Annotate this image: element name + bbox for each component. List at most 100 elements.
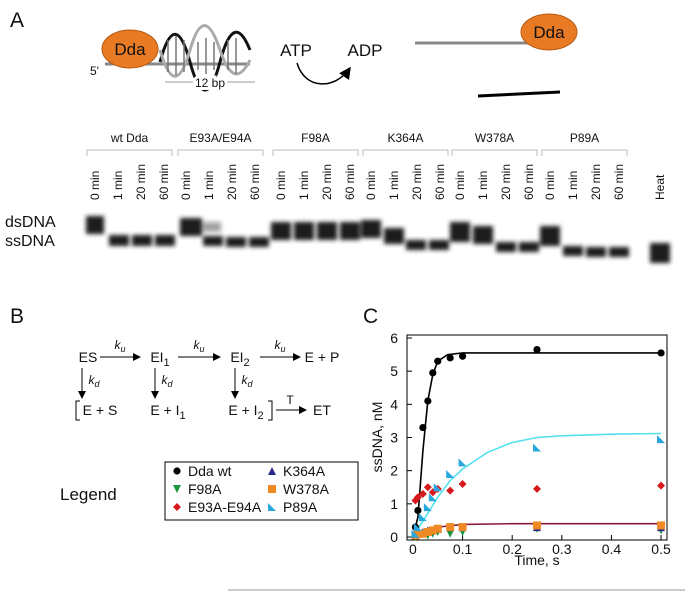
data-point bbox=[533, 521, 541, 530]
rate-sub: u bbox=[280, 344, 285, 354]
panel-label: C bbox=[363, 305, 378, 328]
lane-group-label: K364A bbox=[387, 131, 423, 145]
rate-main: k bbox=[114, 338, 121, 352]
lane-label: 0 min bbox=[88, 171, 102, 200]
band-label: dsDNA bbox=[5, 214, 56, 231]
bracket bbox=[75, 400, 80, 421]
lane-label: 60 min bbox=[612, 164, 626, 200]
y-tick-label: 1 bbox=[390, 496, 398, 512]
legend-box bbox=[164, 461, 359, 521]
lane-label: 60 min bbox=[343, 164, 357, 200]
x-tick-label: 0.4 bbox=[602, 541, 622, 557]
data-point bbox=[458, 352, 467, 360]
rate-sub: d bbox=[247, 379, 253, 389]
fit-line bbox=[412, 432, 662, 538]
lane-group-label: W378A bbox=[475, 131, 514, 145]
schematic: Dda 5' 12 bp ATP ADP Dda bbox=[90, 13, 578, 98]
rate-main: k bbox=[193, 338, 200, 352]
lane-label: 1 min bbox=[566, 171, 580, 200]
panel-label: B bbox=[10, 305, 24, 328]
marker bbox=[173, 503, 181, 511]
species-sub: 2 bbox=[244, 357, 250, 369]
bp-label: 12 bp bbox=[195, 76, 225, 90]
lane-group-label: P89A bbox=[570, 131, 599, 145]
x-tick-label: 0.3 bbox=[552, 541, 572, 557]
lane-label: 0 min bbox=[453, 171, 467, 200]
group-bracket bbox=[272, 149, 359, 156]
data-point bbox=[657, 349, 665, 357]
data-point bbox=[434, 357, 442, 365]
rate-sub: d bbox=[94, 379, 100, 389]
lane-label: 20 min bbox=[320, 164, 334, 200]
species-main: ES bbox=[79, 349, 98, 365]
data-point bbox=[533, 443, 541, 452]
data-point bbox=[413, 493, 422, 502]
lane-label: 1 min bbox=[202, 171, 216, 200]
marker bbox=[173, 485, 181, 493]
data-point bbox=[429, 369, 437, 377]
lane-label: 60 min bbox=[248, 164, 262, 200]
data-point bbox=[657, 521, 666, 530]
species: E + S bbox=[83, 402, 118, 418]
marker bbox=[268, 503, 276, 511]
species-main: EI bbox=[230, 349, 243, 365]
data-point bbox=[424, 397, 432, 405]
rate-constant: ku bbox=[274, 338, 285, 354]
lane-label: 60 min bbox=[522, 164, 536, 200]
species: E + P bbox=[305, 349, 340, 365]
legend-title: Legend bbox=[60, 485, 117, 504]
rate-sub: u bbox=[199, 344, 204, 354]
trap-label: T bbox=[286, 393, 294, 407]
enzyme-label: Dda bbox=[533, 23, 565, 42]
panel-label: A bbox=[10, 9, 24, 32]
species: EI1 bbox=[150, 349, 169, 369]
x-tick-label: 0.1 bbox=[453, 541, 473, 557]
y-tick-label: 2 bbox=[390, 463, 398, 479]
data-point bbox=[458, 479, 467, 488]
data-point bbox=[446, 523, 455, 532]
species-main: E + I bbox=[228, 402, 257, 418]
lane-group-label: F98A bbox=[301, 131, 330, 145]
data-point bbox=[657, 435, 666, 444]
data-point bbox=[413, 523, 422, 532]
species-main: E + S bbox=[83, 402, 118, 418]
data-point bbox=[458, 458, 467, 467]
legend-entry: F98A bbox=[188, 481, 222, 497]
lane-group-label: E93A/E94A bbox=[189, 131, 251, 145]
lane-label: 1 min bbox=[476, 171, 490, 200]
data-point bbox=[418, 489, 427, 498]
legend-entry: P89A bbox=[283, 499, 318, 515]
rate-constant: ku bbox=[114, 338, 125, 354]
data-point bbox=[446, 354, 454, 362]
data-point bbox=[433, 483, 442, 492]
y-tick-label: 0 bbox=[390, 529, 398, 545]
data-point bbox=[458, 523, 467, 532]
enzyme-label: Dda bbox=[114, 40, 146, 59]
y-tick-label: 4 bbox=[390, 396, 398, 412]
gel: dsDNA ssDNA wt Dda 0 min 1 min 20 min 60 min… bbox=[5, 131, 670, 263]
band-label: ssDNA bbox=[5, 233, 55, 250]
data-point bbox=[657, 481, 666, 490]
legend-entry: Dda wt bbox=[188, 463, 232, 479]
lane-group-label: wt Dda bbox=[110, 131, 149, 145]
rate-constant: kd bbox=[241, 373, 253, 389]
marker bbox=[268, 467, 276, 475]
rate-main: k bbox=[241, 373, 248, 387]
lane-label: 60 min bbox=[157, 164, 171, 200]
data-point bbox=[446, 529, 455, 538]
atp-label: ATP bbox=[280, 41, 312, 60]
group-bracket bbox=[541, 149, 628, 156]
rate-constant: ku bbox=[193, 338, 204, 354]
species: E + I1 bbox=[150, 402, 185, 422]
species: ES bbox=[79, 349, 98, 365]
lane-label: 0 min bbox=[364, 171, 378, 200]
rate-main: k bbox=[274, 338, 281, 352]
data-point bbox=[419, 423, 427, 432]
x-tick-label: 0 bbox=[409, 541, 417, 557]
data-point bbox=[533, 484, 541, 493]
data-point bbox=[446, 469, 455, 478]
lane-label: 20 min bbox=[134, 164, 148, 200]
five-prime-label: 5' bbox=[90, 64, 99, 78]
